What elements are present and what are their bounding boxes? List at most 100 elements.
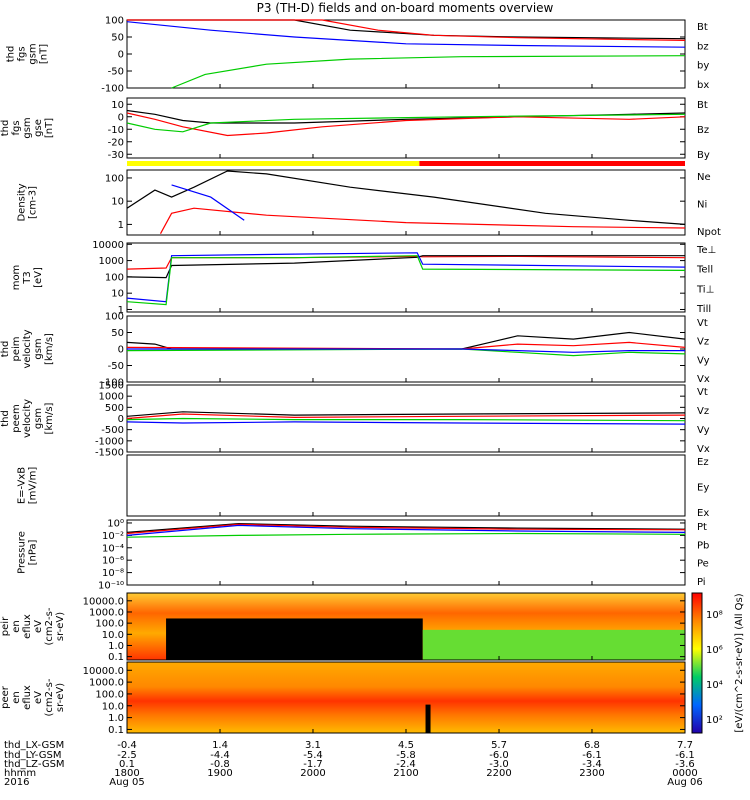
x-axis-row-label: thd_LZ-GSM	[4, 759, 65, 770]
series-bz-line	[127, 19, 686, 41]
panel-efield: E=-VxB [mV/m] Ez Ey Ex	[17, 454, 709, 519]
series-Npot-line	[171, 184, 245, 221]
series-Vy-line	[126, 348, 686, 357]
y-tick-label: 0.1	[108, 725, 124, 736]
colorbar-tick-label: 10²	[706, 715, 723, 726]
y-tick-label: 100	[105, 16, 124, 27]
y-tick-label: 10⁻¹⁰	[98, 581, 124, 592]
y-tick-label: 100	[105, 312, 124, 323]
panel-fgs_gse: 100 -10-20 -30 thd fgs gsm gse [nT] Bt Bz By	[0, 97, 710, 161]
colorbar-tick-label: 10⁶	[706, 645, 723, 656]
y-axis-label: T3	[22, 271, 33, 284]
legend-Te⊥: Te⊥	[696, 245, 716, 256]
x-axis-tick-label: -5.4	[303, 750, 323, 761]
y-tick-label: 10000	[92, 240, 124, 251]
x-axis-tick-label: 4.5	[398, 740, 414, 751]
y-tick-label: 1000	[99, 256, 124, 267]
legend-Ey: Ey	[697, 483, 709, 494]
series-bx-line	[126, 21, 686, 48]
colorbar-tick-label: 10⁴	[706, 680, 723, 691]
legend-Bz: Bz	[697, 125, 709, 136]
x-axis-row-label: thd_LX-GSM	[4, 740, 64, 751]
legend-bz: bz	[697, 41, 709, 52]
y-axis-label: [km/s]	[44, 333, 55, 365]
y-axis-label: (cm2-s-	[44, 607, 55, 645]
y-tick-label: -30	[108, 150, 124, 161]
y-axis-label: fgs	[11, 120, 22, 135]
x-axis-tick-label: Aug 05	[109, 777, 144, 788]
x-axis-tick-label: -1.7	[303, 759, 323, 770]
x-axis-row-label: thd_LY-GSM	[4, 750, 61, 761]
legend-Vz: Vz	[697, 406, 709, 417]
x-axis-tick-label: Aug 06	[667, 777, 702, 788]
legend-Vy: Vy	[697, 355, 710, 366]
y-tick-label: 10⁻⁶	[102, 556, 124, 567]
legend-Till: Till	[696, 304, 711, 315]
series-by-line	[171, 55, 686, 89]
legend-Ez: Ez	[697, 457, 709, 468]
y-tick-label: 100.0	[95, 689, 124, 700]
y-axis-label: [mV/m]	[28, 467, 39, 505]
legend-Vx: Vx	[697, 374, 710, 385]
legend-Bt: Bt	[697, 22, 708, 33]
colorbar-tick-label: 10⁸	[706, 610, 723, 621]
y-tick-label: 10⁻²	[102, 531, 124, 542]
mode-bar-fast-survey	[419, 161, 685, 166]
series-Pi-line	[126, 524, 686, 536]
y-axis-label: gsm	[33, 408, 44, 429]
y-tick-label: 10	[111, 289, 124, 300]
x-axis-tick-label: 3.1	[305, 740, 321, 751]
x-axis-tick-label: 1800	[114, 768, 139, 779]
y-tick-label: 10.0	[102, 701, 124, 712]
x-axis-tick-label: -0.4	[117, 740, 137, 751]
y-tick-label: 10	[111, 197, 124, 208]
y-axis-label: E=-VxB	[17, 467, 28, 504]
y-axis-label: gsm	[33, 338, 44, 359]
y-axis-label: gse	[33, 119, 44, 137]
x-axis-tick-label: -6.1	[582, 750, 602, 761]
x-axis-tick-label: 0.1	[119, 759, 135, 770]
y-tick-label: 1000	[99, 392, 124, 403]
y-axis-label: fgs	[17, 46, 28, 61]
panel-peir_spectrogram: 10000.01000.0100.010.01.00.1thdpeirenefl…	[0, 592, 686, 663]
panel-frame	[126, 454, 686, 517]
x-axis-tick-label: 2200	[486, 768, 511, 779]
legend-by: by	[697, 61, 709, 72]
y-tick-label: 500	[105, 403, 124, 414]
legend-Pi: Pi	[697, 577, 706, 588]
legend-Vy: Vy	[697, 425, 710, 436]
x-axis-tick-label: 7.7	[677, 740, 693, 751]
y-tick-label: -10	[108, 125, 124, 136]
legend-Bt: Bt	[697, 100, 708, 111]
y-axis-label: sr-eV)	[55, 683, 66, 712]
legend-Vt: Vt	[697, 318, 708, 329]
y-axis-label: thd	[6, 46, 17, 63]
x-axis-tick-label: 0000	[672, 768, 697, 779]
legend-Pe: Pe	[697, 559, 709, 570]
y-tick-label: 10⁻⁴	[102, 543, 124, 554]
spectrogram-low-energy-band	[422, 629, 685, 660]
figure-title: P3 (TH-D) fields and on-board moments ov…	[257, 1, 554, 15]
x-axis-tick-label: 1900	[207, 768, 232, 779]
series-Ne-line	[159, 207, 686, 234]
mode-bar-slow-survey	[127, 161, 420, 166]
series-Vt-line	[126, 411, 686, 417]
legend-Vz: Vz	[697, 337, 709, 348]
x-axis-tick-label: -3.0	[489, 759, 509, 770]
x-axis-tick-label: 2300	[579, 768, 604, 779]
colorbar-label: [eV/(cm^2-s-sr-eV)] (All Qs)	[734, 593, 745, 732]
series-Tell-line	[126, 255, 685, 279]
legend-Npot: Npot	[697, 227, 721, 238]
x-axis-tick-label: 6.8	[584, 740, 600, 751]
legend-Pb: Pb	[697, 540, 709, 551]
y-axis-label: eflux	[22, 614, 33, 639]
legend-Tell: Tell	[696, 265, 713, 276]
colorbar	[691, 592, 703, 734]
y-tick-label: -20	[108, 137, 124, 148]
y-axis-label: peim	[11, 336, 22, 361]
series-Bz-line	[126, 112, 686, 137]
y-tick-label: 10⁰	[107, 518, 124, 529]
y-axis-label: (cm2-s-	[44, 678, 55, 716]
y-tick-label: -50	[108, 67, 124, 78]
